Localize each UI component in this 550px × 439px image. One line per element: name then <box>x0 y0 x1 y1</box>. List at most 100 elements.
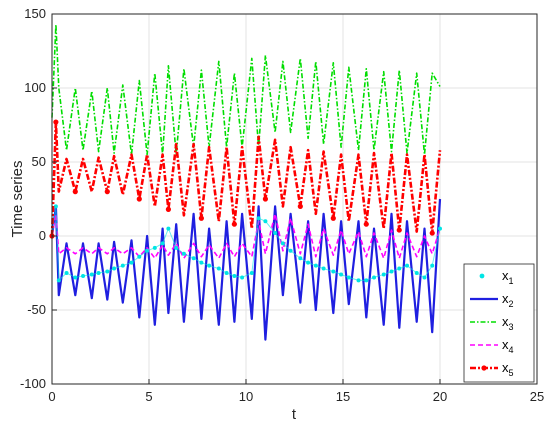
legend-label: x1 <box>502 268 514 286</box>
x-tick-label: 15 <box>336 389 350 404</box>
series-layer <box>49 23 442 341</box>
series-x1 <box>50 204 442 283</box>
legend-entry-x3: x3 <box>470 314 514 332</box>
series-x4-line <box>51 213 441 260</box>
series-x1-point <box>288 248 293 253</box>
series-x1-point <box>256 216 261 221</box>
y-tick-label: 100 <box>24 80 46 95</box>
series-x1-point <box>160 241 165 246</box>
x-tick-label: 0 <box>48 389 55 404</box>
grid-lines <box>51 13 538 385</box>
series-x2 <box>50 198 442 341</box>
series-x1-point <box>298 256 303 261</box>
series-x1-point <box>321 266 326 271</box>
series-x1-point <box>381 272 386 277</box>
series-x1-point <box>438 226 442 231</box>
legend-entry-x2: x2 <box>470 291 514 309</box>
legend-entry-x4: x4 <box>470 337 514 355</box>
x-axis-ticks: 0 5 10 15 20 25 <box>48 379 544 404</box>
series-x1-point <box>422 275 427 280</box>
series-x1-point <box>207 263 212 268</box>
series-x3 <box>51 23 441 156</box>
legend-entry-x1: x1 <box>479 268 514 286</box>
series-x1-point <box>199 260 204 265</box>
legend-entry-x5: x5 <box>470 360 514 378</box>
series-x1-point <box>137 254 142 259</box>
series-x1-point <box>166 226 171 231</box>
series-x1-point <box>129 260 134 265</box>
series-x1-point <box>273 231 278 236</box>
y-tick-label: -50 <box>27 302 46 317</box>
series-x1-point <box>346 275 351 280</box>
series-x1-point <box>372 275 377 280</box>
x-tick-label: 10 <box>239 389 253 404</box>
series-x5 <box>49 119 442 239</box>
y-tick-label: 0 <box>39 228 46 243</box>
x-tick-label: 20 <box>433 389 447 404</box>
series-x5-marker <box>165 206 171 212</box>
series-x5-marker <box>53 119 59 125</box>
series-x1-point <box>89 272 94 277</box>
series-x1-point <box>191 256 196 261</box>
series-x1-point <box>280 241 285 246</box>
series-x1-point <box>56 278 61 283</box>
legend-label: x3 <box>502 314 514 332</box>
series-x1-point <box>414 271 419 275</box>
legend-swatch-marker <box>481 365 487 371</box>
series-x1-point <box>263 219 268 224</box>
x-tick-label: 25 <box>530 389 544 404</box>
series-x1-point <box>120 263 125 268</box>
y-axis-ticks: -100 -50 0 50 100 150 <box>20 6 57 391</box>
series-x4 <box>51 213 441 260</box>
series-x5-line <box>50 120 442 237</box>
series-x1-point <box>96 271 101 275</box>
series-x5-marker <box>104 189 110 195</box>
legend-label: x4 <box>502 337 514 355</box>
legend-label: x2 <box>502 291 514 309</box>
series-x5-marker <box>262 196 268 202</box>
legend-items: x1 x2 x3 x4 x5 <box>470 268 514 378</box>
series-x1-point <box>405 263 410 268</box>
series-x1-point <box>181 251 186 256</box>
series-x1-point <box>64 271 69 275</box>
series-x5-marker <box>363 221 369 227</box>
series-x1-point <box>331 269 336 274</box>
legend-label: x5 <box>502 360 514 378</box>
series-x5-marker <box>396 227 402 233</box>
series-x1-point <box>216 266 221 271</box>
series-x1-point <box>105 269 110 274</box>
series-x1-point <box>112 266 117 271</box>
series-x1-point <box>145 248 150 253</box>
legend-box <box>463 263 535 383</box>
x-axis-label: t <box>292 406 297 423</box>
series-x1-point <box>313 263 318 268</box>
series-x1-point <box>174 245 179 250</box>
series-x1-point <box>152 245 157 250</box>
series-x1-point <box>73 275 78 280</box>
series-x3-line <box>51 23 441 156</box>
series-x1-point <box>240 275 245 280</box>
series-x1-point <box>53 204 58 209</box>
series-x1-point <box>364 278 369 283</box>
plot-frame <box>51 13 538 385</box>
legend-swatch <box>479 273 485 279</box>
series-x5-marker <box>231 221 237 227</box>
series-x5-marker <box>198 215 204 221</box>
series-x5-marker <box>297 203 303 209</box>
series-x5-marker <box>330 215 336 221</box>
series-x1-point <box>81 273 86 278</box>
series-x1-point <box>249 271 254 275</box>
y-tick-label: 50 <box>32 154 46 169</box>
series-x1-point <box>356 278 361 283</box>
series-x1-point <box>232 273 237 278</box>
series-x5-marker <box>136 196 142 202</box>
y-axis-label: Time series <box>9 161 26 238</box>
x-tick-label: 5 <box>145 389 152 404</box>
y-tick-label: -100 <box>20 376 46 391</box>
plot-background <box>52 14 537 384</box>
series-x5-marker <box>429 230 435 236</box>
series-x2-line <box>50 198 442 341</box>
series-x1-point <box>430 263 435 268</box>
series-x1-point <box>339 272 344 277</box>
